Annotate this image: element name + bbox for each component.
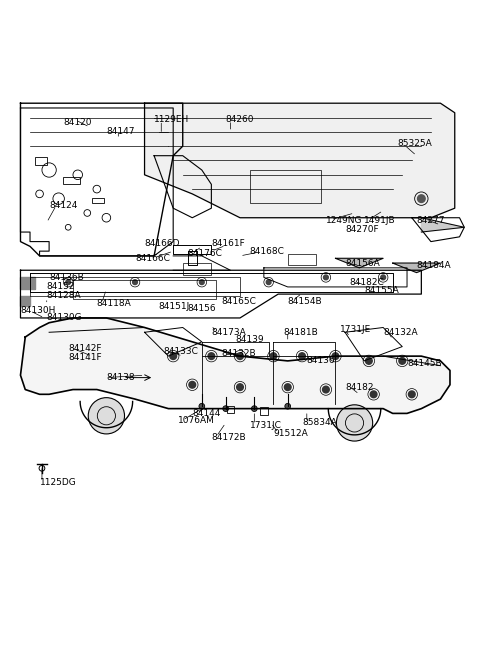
Text: 84181B: 84181B xyxy=(283,328,318,337)
Polygon shape xyxy=(144,103,455,217)
Polygon shape xyxy=(393,263,441,272)
Text: 84132B: 84132B xyxy=(221,349,255,358)
Text: 84145B: 84145B xyxy=(407,359,442,368)
Text: 85325A: 85325A xyxy=(397,140,432,148)
Text: 84130H: 84130H xyxy=(21,307,56,315)
Text: 84277: 84277 xyxy=(417,215,445,225)
Circle shape xyxy=(418,195,425,202)
Circle shape xyxy=(208,353,215,360)
Text: 1076AM: 1076AM xyxy=(178,416,215,425)
Text: 84136: 84136 xyxy=(307,356,336,365)
Text: 84182: 84182 xyxy=(345,383,373,392)
Text: 84130G: 84130G xyxy=(47,314,83,322)
Bar xyxy=(92,198,104,204)
Text: 84138: 84138 xyxy=(107,373,135,382)
Circle shape xyxy=(237,353,243,360)
Text: 84166D: 84166D xyxy=(144,240,180,248)
Text: 84172B: 84172B xyxy=(211,433,246,441)
Text: 1731JC: 1731JC xyxy=(250,421,281,430)
Circle shape xyxy=(270,353,277,360)
Bar xyxy=(21,297,30,306)
Text: 84141F: 84141F xyxy=(68,352,102,362)
Text: 84156A: 84156A xyxy=(345,259,380,268)
Circle shape xyxy=(365,358,372,364)
Circle shape xyxy=(370,391,377,398)
Circle shape xyxy=(189,381,196,388)
Text: 1249NG: 1249NG xyxy=(326,215,362,225)
Text: 84128A: 84128A xyxy=(47,291,81,299)
Text: 1491JB: 1491JB xyxy=(364,215,396,225)
Circle shape xyxy=(66,280,71,284)
Circle shape xyxy=(336,405,372,441)
Polygon shape xyxy=(421,217,464,232)
Bar xyxy=(260,407,268,415)
Circle shape xyxy=(284,384,291,390)
Bar xyxy=(63,177,80,184)
Text: 84118A: 84118A xyxy=(97,299,132,308)
Text: 84152: 84152 xyxy=(47,282,75,291)
Polygon shape xyxy=(21,277,35,290)
Text: 84147: 84147 xyxy=(107,127,135,136)
Text: 85834A: 85834A xyxy=(302,419,337,428)
Circle shape xyxy=(266,280,271,284)
Text: 84173A: 84173A xyxy=(211,328,246,337)
Circle shape xyxy=(223,405,228,411)
Circle shape xyxy=(199,403,204,409)
Bar xyxy=(288,253,316,265)
Bar xyxy=(21,277,35,290)
Circle shape xyxy=(285,403,290,409)
Text: 84154B: 84154B xyxy=(288,297,323,306)
Circle shape xyxy=(299,353,305,360)
Text: 84270F: 84270F xyxy=(345,225,379,234)
Text: 84120: 84120 xyxy=(63,118,92,127)
Text: 84136B: 84136B xyxy=(49,273,84,282)
Text: 84260: 84260 xyxy=(226,115,254,124)
Bar xyxy=(35,157,47,165)
Text: 84144: 84144 xyxy=(192,409,221,418)
Text: 1129EH: 1129EH xyxy=(154,115,189,124)
Circle shape xyxy=(170,353,177,360)
Text: 84168C: 84168C xyxy=(250,247,285,255)
Text: 84161F: 84161F xyxy=(211,240,245,248)
Circle shape xyxy=(132,280,137,284)
Polygon shape xyxy=(21,318,450,413)
Bar xyxy=(183,263,211,275)
Text: 84151J: 84151J xyxy=(159,301,190,310)
Text: 84156: 84156 xyxy=(188,304,216,313)
Text: 84139: 84139 xyxy=(235,335,264,344)
Circle shape xyxy=(399,358,406,364)
Text: 84133C: 84133C xyxy=(164,347,199,356)
Text: 84124: 84124 xyxy=(49,201,77,210)
Circle shape xyxy=(381,275,385,280)
Text: 84184A: 84184A xyxy=(417,261,451,270)
Text: 84165C: 84165C xyxy=(221,297,256,306)
Text: 1731JE: 1731JE xyxy=(340,326,372,335)
Text: 84176C: 84176C xyxy=(188,249,222,258)
Circle shape xyxy=(323,386,329,393)
Circle shape xyxy=(252,405,257,411)
Text: 84132A: 84132A xyxy=(383,328,418,337)
Circle shape xyxy=(332,353,339,360)
Text: 84182C: 84182C xyxy=(350,278,384,287)
Polygon shape xyxy=(21,297,30,306)
Bar xyxy=(227,405,234,413)
Text: 84166C: 84166C xyxy=(135,253,170,263)
Text: 1125DG: 1125DG xyxy=(39,478,76,487)
Polygon shape xyxy=(336,258,383,268)
Circle shape xyxy=(324,275,328,280)
Text: 84142F: 84142F xyxy=(68,345,102,354)
Circle shape xyxy=(237,384,243,390)
Text: 84155A: 84155A xyxy=(364,286,399,295)
Circle shape xyxy=(408,391,415,398)
Circle shape xyxy=(199,280,204,284)
Text: 91512A: 91512A xyxy=(274,429,308,438)
Bar xyxy=(250,170,321,204)
Circle shape xyxy=(88,398,124,434)
